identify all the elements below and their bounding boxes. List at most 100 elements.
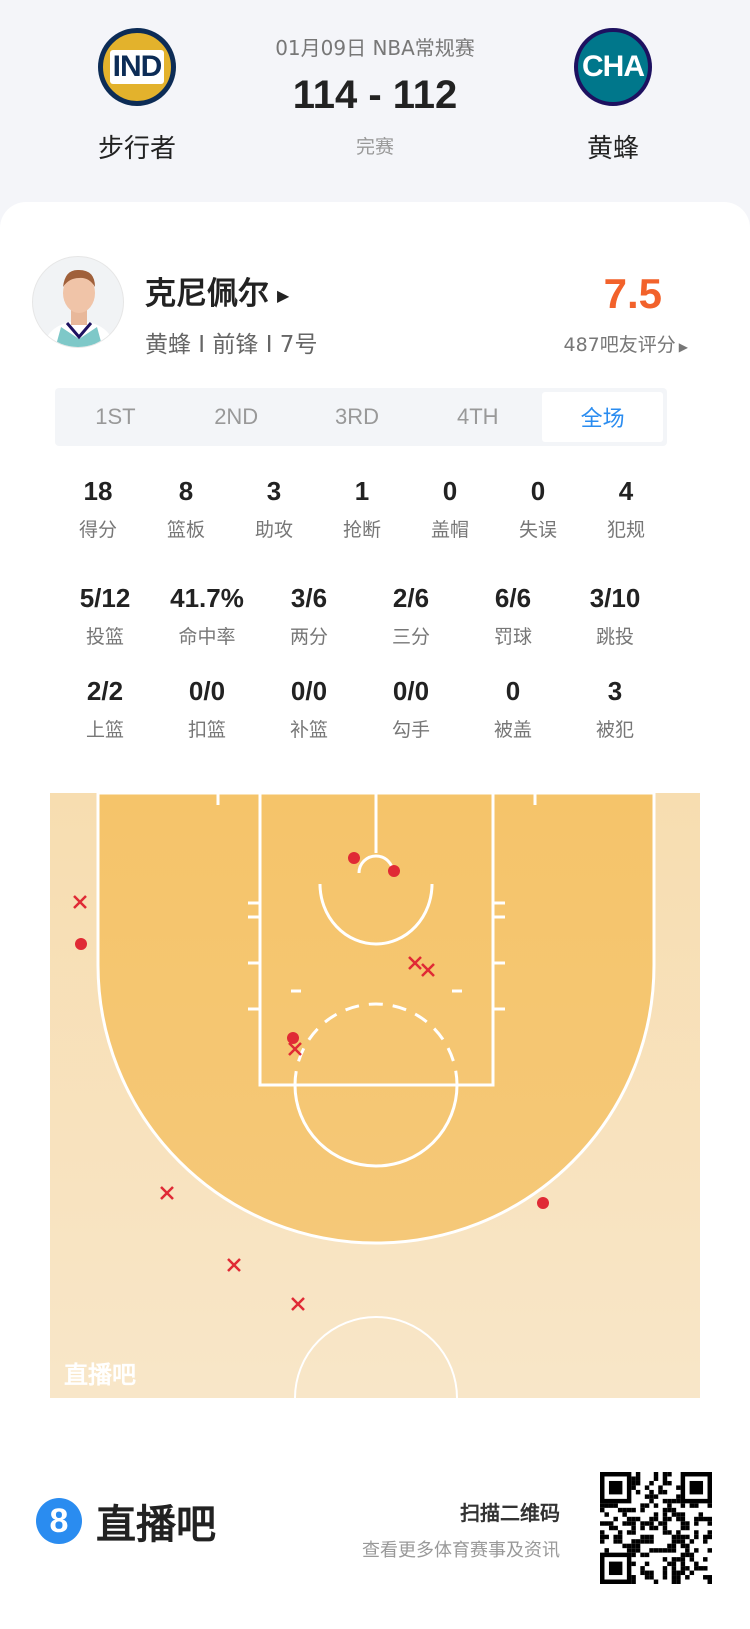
stat-value: 3 (266, 476, 282, 506)
player-info: 黄蜂 I 前锋 I 7号 (145, 332, 318, 358)
stat-value: 3/10 (589, 583, 641, 613)
stat-value: 0/0 (188, 676, 226, 706)
tab-2nd[interactable]: 2ND (214, 404, 259, 429)
stat-label: 命中率 (178, 626, 236, 648)
stat-label: 扣篮 (187, 719, 226, 741)
stat-value: 0 (442, 476, 458, 506)
stat-item: 3/6 两分 (258, 583, 360, 649)
stat-label: 两分 (289, 626, 328, 648)
stat-label: 篮板 (166, 519, 205, 541)
missed-shot-x (160, 1186, 174, 1200)
made-shot-dot (75, 938, 87, 950)
missed-shot-x (227, 1258, 241, 1272)
stat-value: 18 (83, 476, 113, 506)
rating-count-link[interactable]: 487吧友评分 ▶ (563, 334, 689, 356)
stat-item: 41.7% 命中率 (156, 583, 258, 649)
stat-label: 罚球 (493, 626, 532, 648)
missed-shot-x (421, 963, 435, 977)
three-point-line (96, 793, 656, 1245)
player-name[interactable]: 克尼佩尔 ▶ (145, 276, 290, 312)
player-avatar[interactable] (32, 256, 124, 348)
caret-right-icon: ▶ (277, 286, 290, 305)
tab-3rd[interactable]: 3RD (334, 404, 379, 429)
period-tabs: 1ST 2ND 3RD 4TH 全场 (55, 388, 667, 446)
missed-shot-x (408, 956, 422, 970)
missed-shot-x (73, 895, 87, 909)
caret-right-icon: ▶ (678, 340, 688, 354)
stat-item: 0/0 勾手 (360, 676, 462, 742)
free-throw-circle-lower (293, 1084, 459, 1168)
scan-title: 扫描二维码 (460, 1501, 560, 1525)
court-lines (96, 793, 656, 1398)
stats-row-shooting: 5/12 投篮 41.7% 命中率 3/6 两分 2/6 三分 6/6 罚球 3/10 跳投 (54, 583, 666, 649)
stat-value: 6/6 (494, 583, 532, 613)
stat-item: 0/0 补篮 (258, 676, 360, 742)
stat-item: 18 得分 (54, 476, 142, 542)
stat-label: 投篮 (85, 626, 124, 648)
tab-4th[interactable]: 4TH (457, 404, 499, 429)
stat-item: 3 被犯 (564, 676, 666, 742)
stat-value: 0/0 (290, 676, 328, 706)
stats-row-basic: 18 得分 8 篮板 3 助攻 1 抢断 0 盖帽 0 失误 4 犯规 (54, 476, 670, 542)
paint (258, 793, 495, 1087)
made-shot-dot (537, 1197, 549, 1209)
stat-value: 0 (505, 676, 521, 706)
stat-label: 被犯 (595, 719, 634, 741)
stat-value: 3 (607, 676, 623, 706)
away-team-name: 黄蜂 (586, 134, 639, 164)
stat-value: 1 (354, 476, 370, 506)
player-rating: 7.5 (603, 270, 662, 317)
brand-logo: 8 直播吧 (36, 1492, 216, 1550)
stat-label: 盖帽 (430, 519, 469, 541)
made-shot-dot (388, 865, 400, 877)
stat-value: 0/0 (392, 676, 430, 706)
stat-value: 5/12 (79, 583, 131, 613)
tab-1st[interactable]: 1ST (95, 404, 136, 429)
stat-item: 3/10 跳投 (564, 583, 666, 649)
restricted-area (318, 883, 434, 946)
match-date: 01月09日 NBA常规赛 (275, 36, 475, 60)
stat-label: 助攻 (254, 519, 293, 541)
stat-item: 3 助攻 (230, 476, 318, 542)
stat-label: 勾手 (391, 719, 430, 741)
home-team[interactable]: IND 步行者 (57, 28, 217, 165)
stat-label: 补篮 (289, 719, 328, 741)
stat-label: 失误 (518, 519, 557, 541)
stat-item: 0 被盖 (462, 676, 564, 742)
stat-label: 得分 (78, 519, 117, 541)
stat-value: 2/2 (86, 676, 124, 706)
brand-8-icon: 8 (36, 1498, 82, 1544)
stat-item: 6/6 罚球 (462, 583, 564, 649)
stat-item: 5/12 投篮 (54, 583, 156, 649)
scan-subtitle: 查看更多体育赛事及资讯 (362, 1540, 560, 1561)
stat-label: 被盖 (493, 719, 532, 741)
stat-item: 4 犯规 (582, 476, 670, 542)
stat-label: 上篮 (85, 719, 124, 741)
lane-hash-marks (216, 793, 537, 1011)
court-watermark: 直播吧 (64, 1361, 136, 1389)
stat-value: 41.7% (170, 583, 244, 613)
missed-shot-x (291, 1297, 305, 1311)
stat-label: 跳投 (595, 626, 634, 648)
stat-item: 0/0 扣篮 (156, 676, 258, 742)
stat-value: 0 (530, 476, 546, 506)
stat-label: 三分 (391, 626, 430, 648)
stat-value: 4 (618, 476, 634, 506)
match-status: 完赛 (355, 136, 394, 158)
tab-full-game[interactable]: 全场 (542, 392, 663, 442)
match-info: 01月09日 NBA常规赛 114 - 112 完赛 (200, 32, 550, 159)
away-team[interactable]: CHA 黄蜂 (533, 28, 693, 165)
qr-code[interactable] (600, 1472, 712, 1584)
home-team-name: 步行者 (97, 134, 176, 164)
stat-item: 0 盖帽 (406, 476, 494, 542)
home-team-logo: IND (98, 28, 176, 106)
stat-label: 抢断 (342, 519, 381, 541)
stat-value: 3/6 (290, 583, 328, 613)
center-circle (294, 1316, 458, 1398)
shot-chart: 直播吧 (50, 793, 700, 1398)
match-score: 114 - 112 (292, 73, 458, 117)
missed-shot-x (288, 1042, 302, 1056)
stat-item: 0 失误 (494, 476, 582, 542)
stat-value: 2/6 (392, 583, 430, 613)
stat-item: 2/2 上篮 (54, 676, 156, 742)
